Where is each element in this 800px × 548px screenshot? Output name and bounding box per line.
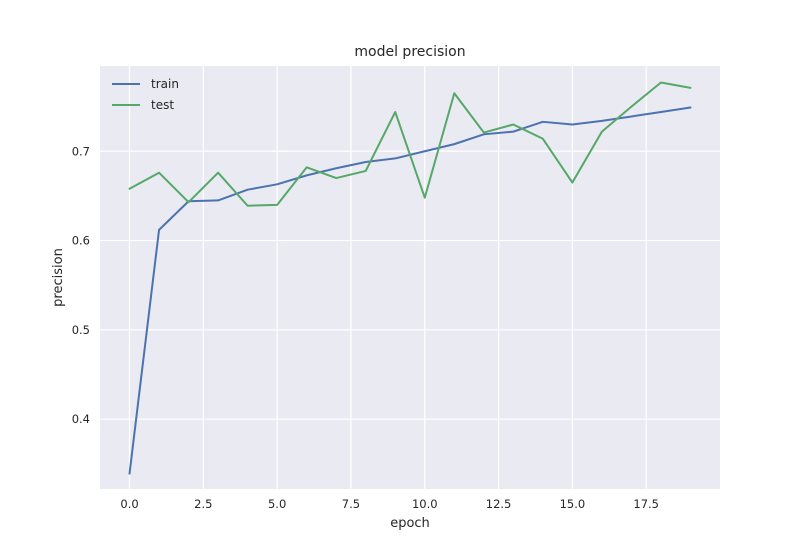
y-tick-label: 0.7	[72, 144, 90, 158]
x-tick-label: 10.0	[412, 497, 438, 511]
y-tick-label: 0.6	[72, 234, 90, 248]
legend: train test	[112, 77, 179, 112]
x-tick-label: 17.5	[633, 497, 659, 511]
x-tick-label: 2.5	[194, 497, 212, 511]
y-tick-labels: 0.4 0.5 0.6 0.7	[72, 144, 90, 426]
y-tick-label: 0.5	[72, 323, 90, 337]
x-tick-label: 12.5	[486, 497, 512, 511]
y-axis-label: precision	[51, 248, 66, 307]
x-tick-labels: 0.0 2.5 5.0 7.5 10.0 12.5 15.0 17.5	[120, 497, 659, 511]
x-tick-label: 7.5	[342, 497, 360, 511]
plot-background	[100, 66, 720, 489]
y-tick-label: 0.4	[72, 412, 90, 426]
x-tick-label: 5.0	[268, 497, 286, 511]
x-tick-label: 15.0	[560, 497, 586, 511]
series-line-test	[128, 81, 692, 207]
legend-label-test: test	[151, 98, 174, 112]
grid	[100, 66, 720, 489]
x-tick-label: 0.0	[120, 497, 138, 511]
series-lines	[128, 81, 692, 475]
x-axis-label: epoch	[390, 516, 430, 531]
legend-label-train: train	[151, 77, 179, 91]
chart-title: model precision	[354, 44, 465, 60]
